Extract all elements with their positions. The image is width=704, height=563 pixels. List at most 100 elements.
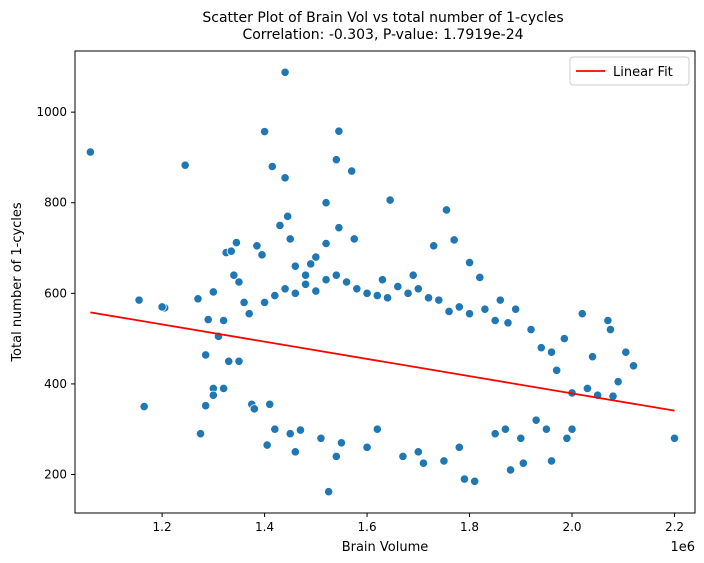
scatter-point bbox=[234, 356, 244, 366]
scatter-point bbox=[201, 401, 211, 411]
scatter-point bbox=[331, 451, 341, 461]
scatter-point bbox=[321, 238, 331, 249]
x-tick-label: 1.8 bbox=[460, 520, 479, 534]
y-axis-label: Total number of 1-cycles bbox=[10, 202, 25, 363]
scatter-point bbox=[408, 270, 418, 280]
scatter-point bbox=[582, 383, 592, 394]
scatter-point bbox=[275, 220, 285, 230]
scatter-point bbox=[377, 275, 388, 285]
scatter-point bbox=[203, 314, 213, 325]
scatter-point bbox=[290, 447, 300, 457]
scatter-point bbox=[252, 241, 262, 251]
scatter-point bbox=[218, 315, 229, 326]
scatter-point bbox=[495, 295, 505, 305]
scatter-point bbox=[306, 259, 316, 269]
scatter-point bbox=[195, 429, 206, 439]
scatter-point bbox=[180, 160, 190, 170]
y-tick-label: 1000 bbox=[36, 105, 67, 119]
scatter-point bbox=[285, 429, 295, 439]
scatter-point bbox=[500, 424, 511, 434]
x-tick-label: 1.6 bbox=[358, 520, 377, 534]
scatter-point bbox=[224, 356, 234, 366]
scatter-point bbox=[208, 287, 218, 297]
x-axis-label: Brain Volume bbox=[342, 540, 429, 555]
scatter-point bbox=[605, 324, 616, 335]
scatter-point bbox=[362, 442, 372, 452]
x-tick-label: 1.4 bbox=[255, 520, 274, 534]
scatter-point bbox=[321, 275, 331, 285]
scatter-point bbox=[613, 377, 623, 387]
y-tick-label: 400 bbox=[44, 377, 67, 391]
scatter-point bbox=[280, 67, 290, 77]
scatter-point bbox=[249, 404, 259, 414]
scatter-point bbox=[257, 250, 267, 260]
legend: Linear Fit bbox=[569, 56, 690, 86]
scatter-point bbox=[503, 318, 513, 328]
scatter-point bbox=[262, 440, 272, 450]
linear-fit-line bbox=[90, 311, 675, 412]
scatter-point bbox=[270, 290, 280, 301]
scatter-point bbox=[229, 270, 239, 280]
scatter-point bbox=[567, 424, 577, 434]
scatter-point bbox=[475, 272, 485, 283]
scatter-point bbox=[490, 429, 500, 439]
data-points bbox=[85, 67, 680, 497]
legend-box bbox=[569, 56, 690, 86]
scatter-point bbox=[464, 257, 475, 268]
scatter-point bbox=[270, 424, 280, 434]
scatter-point bbox=[413, 284, 423, 294]
scatter-point bbox=[316, 433, 326, 443]
scatter-point bbox=[234, 277, 244, 287]
scatter-point bbox=[290, 261, 300, 271]
scatter-point bbox=[669, 433, 680, 443]
scatter-point bbox=[628, 361, 639, 371]
scatter-point bbox=[285, 234, 295, 244]
scatter-point bbox=[231, 237, 242, 248]
legend-label: Linear Fit bbox=[613, 65, 673, 80]
scatter-point bbox=[259, 127, 270, 137]
scatter-point bbox=[587, 352, 598, 362]
scatter-point bbox=[516, 433, 526, 443]
scatter-point bbox=[244, 309, 254, 319]
scatter-point bbox=[267, 161, 277, 172]
scatter-point bbox=[441, 205, 452, 215]
y-tick-label: 600 bbox=[44, 286, 67, 300]
scatter-point bbox=[134, 295, 144, 305]
scatter-point bbox=[295, 425, 306, 435]
scatter-point bbox=[283, 211, 293, 221]
chart-subtitle: Correlation: -0.303, P-value: 1.7919e-24 bbox=[242, 27, 523, 43]
scatter-point bbox=[201, 350, 211, 360]
plot-frame bbox=[74, 50, 696, 514]
scatter-point bbox=[352, 284, 362, 294]
scatter-point bbox=[336, 438, 347, 448]
scatter-point bbox=[218, 383, 229, 394]
scatter-point bbox=[324, 487, 334, 497]
scatter-point bbox=[157, 302, 167, 312]
scatter-point bbox=[490, 315, 500, 326]
scatter-point bbox=[85, 147, 95, 157]
scatter-point bbox=[449, 235, 459, 245]
scatter-point bbox=[552, 365, 562, 375]
scatter-point bbox=[423, 293, 434, 303]
scatter-point bbox=[349, 234, 359, 244]
scatter-point bbox=[393, 281, 403, 292]
scatter-point bbox=[403, 288, 413, 298]
scatter-point bbox=[259, 297, 270, 307]
scatter-point bbox=[464, 309, 475, 319]
scatter-point bbox=[459, 474, 470, 484]
scatter-point bbox=[546, 456, 557, 466]
y-tick-label: 200 bbox=[44, 468, 67, 482]
x-tick-label: 2.2 bbox=[665, 520, 684, 534]
scatter-point bbox=[398, 451, 408, 461]
scatter-point bbox=[321, 198, 331, 208]
scatter-point bbox=[518, 458, 528, 468]
scatter-point bbox=[536, 343, 546, 353]
scatter-point bbox=[300, 279, 311, 289]
scatter-point bbox=[208, 390, 218, 400]
scatter-point bbox=[413, 447, 423, 457]
scatter-point bbox=[280, 284, 290, 294]
scatter-point bbox=[559, 334, 569, 344]
y-axis: 200 400 600 800 1000 bbox=[36, 105, 75, 482]
scatter-point bbox=[334, 223, 344, 233]
